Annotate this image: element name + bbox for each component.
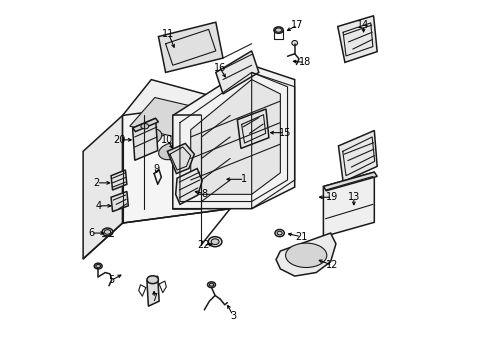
Text: 11: 11 (162, 29, 174, 39)
Text: 21: 21 (294, 232, 307, 242)
Text: 3: 3 (229, 311, 236, 320)
Ellipse shape (207, 282, 215, 288)
Polygon shape (147, 276, 159, 306)
Text: 2: 2 (93, 178, 100, 188)
Text: 17: 17 (291, 20, 303, 30)
Ellipse shape (147, 276, 158, 284)
Ellipse shape (141, 123, 148, 129)
Ellipse shape (285, 243, 326, 267)
Polygon shape (172, 65, 294, 209)
Ellipse shape (277, 231, 282, 235)
Ellipse shape (291, 41, 297, 45)
Text: 13: 13 (347, 192, 359, 202)
Text: 5: 5 (108, 275, 114, 285)
Ellipse shape (209, 283, 213, 286)
Polygon shape (122, 101, 230, 223)
Polygon shape (129, 98, 215, 140)
Ellipse shape (96, 265, 101, 268)
Ellipse shape (208, 237, 222, 247)
Polygon shape (111, 170, 126, 190)
Ellipse shape (137, 129, 162, 145)
Polygon shape (175, 168, 202, 204)
Polygon shape (122, 80, 230, 137)
Ellipse shape (211, 239, 219, 244)
Text: 7: 7 (151, 293, 157, 303)
Polygon shape (111, 192, 128, 212)
Text: 22: 22 (197, 240, 209, 250)
Text: 10: 10 (161, 135, 173, 145)
Ellipse shape (273, 27, 283, 33)
Ellipse shape (274, 229, 284, 237)
Polygon shape (337, 16, 376, 62)
Text: 1: 1 (241, 174, 247, 184)
Polygon shape (167, 143, 194, 174)
Polygon shape (132, 118, 158, 160)
Text: 18: 18 (298, 57, 310, 67)
Polygon shape (276, 233, 335, 276)
Text: 12: 12 (325, 260, 338, 270)
Polygon shape (158, 22, 223, 72)
Ellipse shape (94, 263, 102, 269)
Ellipse shape (159, 143, 183, 160)
Ellipse shape (275, 28, 281, 32)
Text: 9: 9 (153, 163, 160, 174)
Polygon shape (338, 131, 376, 182)
Polygon shape (83, 116, 122, 259)
Text: 4: 4 (95, 201, 101, 211)
Polygon shape (323, 172, 376, 191)
Polygon shape (237, 109, 268, 148)
Text: 14: 14 (357, 20, 369, 30)
Ellipse shape (104, 230, 110, 234)
Text: 6: 6 (88, 228, 94, 238)
Polygon shape (323, 172, 373, 237)
Polygon shape (190, 80, 280, 194)
Ellipse shape (102, 228, 113, 236)
Text: 8: 8 (201, 189, 207, 199)
Polygon shape (215, 51, 258, 94)
Text: 16: 16 (214, 63, 226, 73)
Polygon shape (132, 118, 158, 132)
Text: 20: 20 (113, 135, 125, 145)
Text: 15: 15 (278, 128, 290, 138)
Text: 19: 19 (325, 192, 338, 202)
